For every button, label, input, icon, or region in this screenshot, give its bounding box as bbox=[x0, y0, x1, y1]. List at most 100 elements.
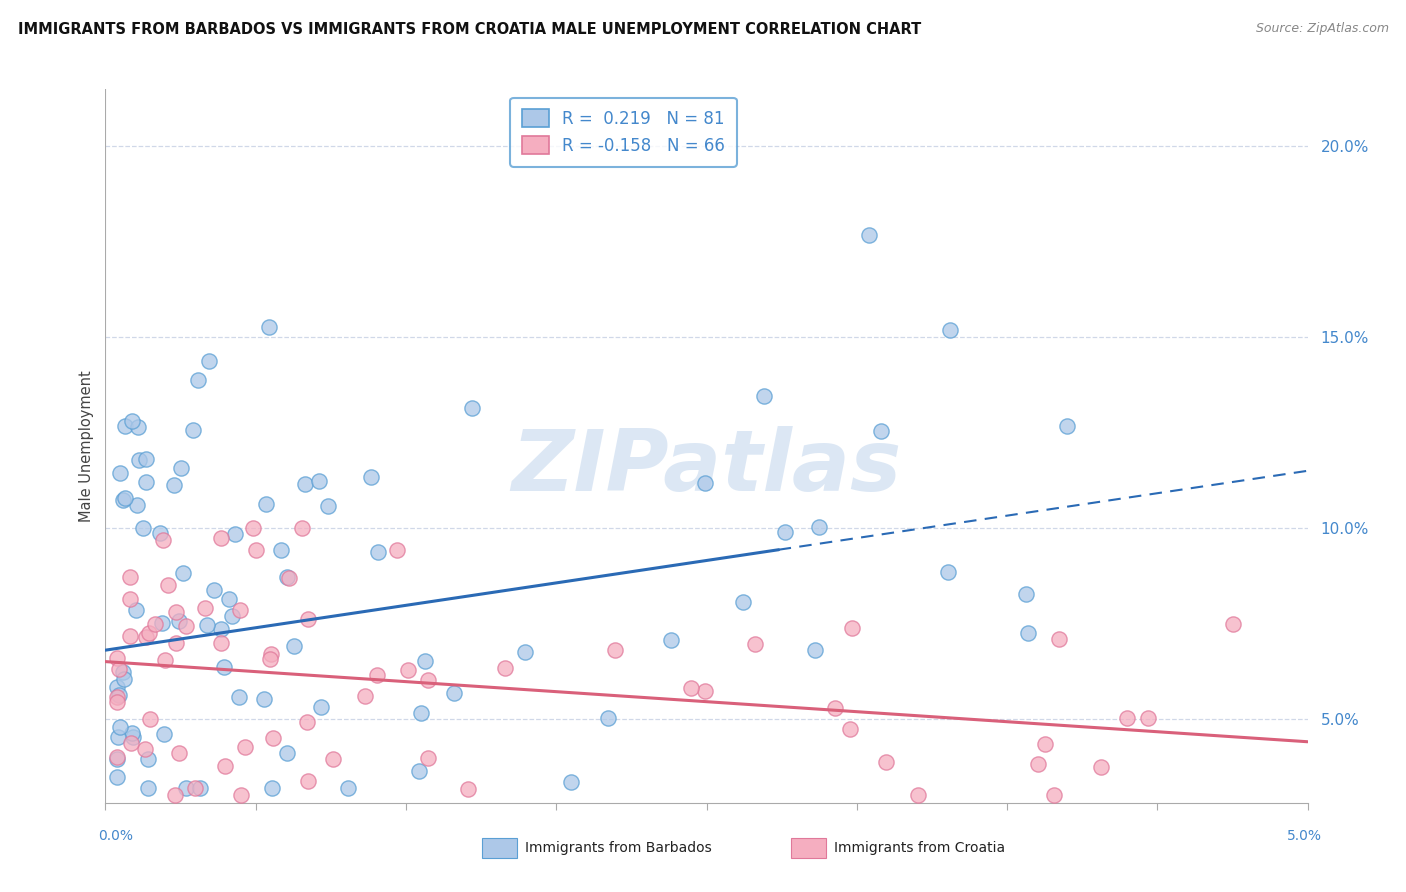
Point bbox=[135, 475, 157, 489]
Point bbox=[190, 780, 212, 795]
Point bbox=[254, 497, 277, 511]
Point bbox=[107, 770, 129, 784]
Point bbox=[457, 781, 479, 796]
Point bbox=[1222, 616, 1244, 631]
Point bbox=[808, 519, 831, 533]
Point bbox=[212, 660, 235, 674]
Point bbox=[838, 722, 860, 736]
Point bbox=[443, 686, 465, 700]
Point bbox=[257, 319, 280, 334]
Point bbox=[118, 591, 141, 606]
Point bbox=[907, 788, 929, 802]
Point bbox=[165, 605, 187, 619]
Point bbox=[125, 498, 148, 512]
Point bbox=[197, 618, 219, 632]
Text: IMMIGRANTS FROM BARBADOS VS IMMIGRANTS FROM CROATIA MALE UNEMPLOYMENT CORRELATIO: IMMIGRANTS FROM BARBADOS VS IMMIGRANTS F… bbox=[18, 22, 921, 37]
Point bbox=[169, 747, 191, 761]
Point bbox=[136, 780, 159, 795]
Point bbox=[773, 525, 796, 540]
Point bbox=[172, 566, 194, 581]
Point bbox=[253, 692, 276, 706]
Point bbox=[181, 423, 204, 437]
Text: 5.0%: 5.0% bbox=[1286, 830, 1322, 843]
Point bbox=[309, 700, 332, 714]
Point bbox=[150, 615, 173, 630]
Point bbox=[108, 720, 131, 734]
Point bbox=[209, 636, 232, 650]
Point bbox=[108, 688, 131, 702]
Point bbox=[605, 643, 627, 657]
Point bbox=[408, 764, 430, 779]
Point bbox=[132, 521, 155, 535]
Point bbox=[858, 227, 880, 242]
Point bbox=[262, 731, 284, 745]
Point bbox=[107, 730, 129, 744]
Point bbox=[135, 451, 157, 466]
Point bbox=[876, 756, 898, 770]
Point bbox=[118, 570, 141, 584]
Point bbox=[209, 531, 232, 545]
Point bbox=[870, 424, 893, 438]
Point bbox=[107, 651, 129, 665]
Point bbox=[259, 651, 281, 665]
Point bbox=[125, 603, 148, 617]
Point bbox=[209, 622, 232, 636]
Point bbox=[153, 653, 176, 667]
Point bbox=[228, 690, 250, 704]
Point bbox=[259, 647, 281, 661]
Point bbox=[149, 526, 172, 541]
Point bbox=[121, 726, 143, 740]
Point bbox=[107, 750, 129, 764]
Point bbox=[184, 781, 207, 796]
Point bbox=[165, 636, 187, 650]
Point bbox=[824, 700, 846, 714]
Point bbox=[128, 453, 150, 467]
Point bbox=[121, 731, 143, 745]
Point bbox=[163, 478, 186, 492]
Point bbox=[1017, 626, 1039, 640]
Point bbox=[396, 663, 419, 677]
Point bbox=[308, 474, 330, 488]
Point bbox=[366, 668, 388, 682]
Point bbox=[229, 603, 252, 617]
Point bbox=[198, 353, 221, 368]
Point bbox=[108, 662, 131, 676]
Point bbox=[416, 673, 439, 688]
Point bbox=[936, 565, 959, 579]
Point bbox=[515, 645, 537, 659]
Point bbox=[278, 571, 301, 585]
Point bbox=[108, 466, 131, 480]
Point bbox=[120, 736, 142, 750]
Text: Immigrants from Croatia: Immigrants from Croatia bbox=[834, 841, 1005, 855]
Point bbox=[120, 629, 142, 643]
Y-axis label: Male Unemployment: Male Unemployment bbox=[79, 370, 94, 522]
Point bbox=[202, 582, 225, 597]
Point bbox=[1137, 711, 1160, 725]
Point bbox=[322, 751, 344, 765]
Point bbox=[231, 788, 253, 802]
Point bbox=[276, 746, 298, 760]
Point bbox=[270, 543, 292, 558]
Point bbox=[360, 469, 382, 483]
Point bbox=[295, 714, 318, 729]
Point bbox=[804, 643, 827, 657]
Point bbox=[939, 323, 962, 337]
Text: Immigrants from Barbados: Immigrants from Barbados bbox=[526, 841, 711, 855]
Point bbox=[283, 639, 305, 653]
Text: 0.0%: 0.0% bbox=[98, 830, 134, 843]
Point bbox=[218, 592, 240, 607]
Point bbox=[114, 491, 136, 505]
Point bbox=[136, 752, 159, 766]
Point bbox=[107, 695, 129, 709]
Point bbox=[297, 612, 319, 626]
Point bbox=[841, 621, 863, 635]
Point bbox=[107, 680, 129, 694]
Legend: R =  0.219   N = 81, R = -0.158   N = 66: R = 0.219 N = 81, R = -0.158 N = 66 bbox=[510, 97, 737, 167]
Point bbox=[409, 706, 432, 720]
Point bbox=[415, 654, 437, 668]
Point bbox=[111, 493, 134, 508]
Point bbox=[107, 752, 129, 766]
Point bbox=[316, 499, 339, 513]
Point bbox=[1115, 711, 1137, 725]
Point bbox=[1026, 757, 1049, 772]
